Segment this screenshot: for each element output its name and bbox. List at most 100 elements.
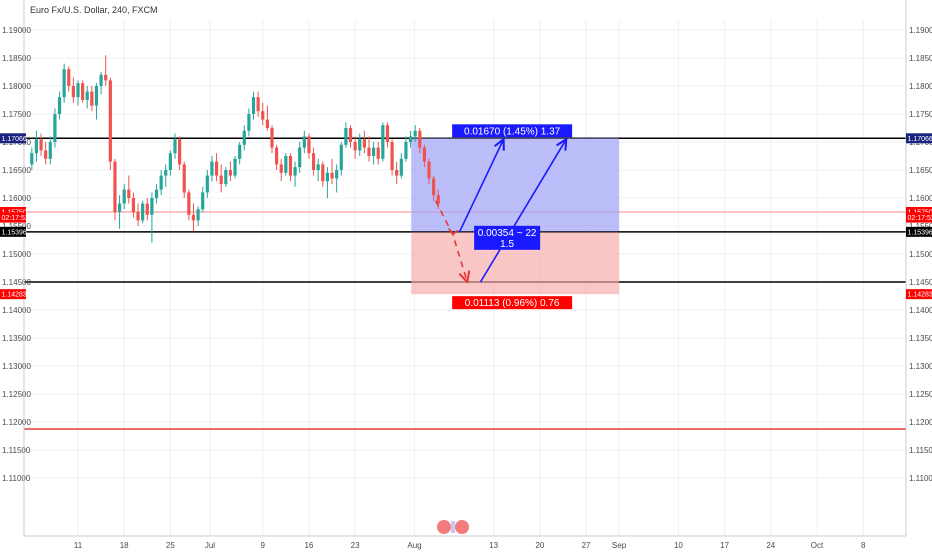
x-tick-label: 20 xyxy=(535,541,544,550)
candle-body xyxy=(233,159,236,176)
y-tick-label-left: 1.11000 xyxy=(2,474,31,483)
candle-body xyxy=(284,156,287,173)
x-tick-label: 27 xyxy=(582,541,591,550)
y-tick-label-left: 1.16500 xyxy=(2,166,31,175)
candle-body xyxy=(298,148,301,168)
candle-body xyxy=(196,209,199,220)
candle-body xyxy=(275,148,278,165)
candle-body xyxy=(229,170,232,176)
candle-body xyxy=(201,192,204,209)
candle-body xyxy=(136,212,139,220)
candle-body xyxy=(178,139,181,164)
candle-body xyxy=(390,142,393,170)
y-tick-label-right: 1.17500 xyxy=(909,110,932,119)
profit-label: 0.01670 (1.45%) 1.37 xyxy=(464,126,561,137)
candle-body xyxy=(132,198,135,212)
candle-body xyxy=(76,83,79,97)
candle-body xyxy=(432,178,435,195)
x-tick-label: 10 xyxy=(674,541,683,550)
candle-body xyxy=(210,162,213,176)
candle-body xyxy=(317,164,320,170)
candle-body xyxy=(39,139,42,150)
y-tick-label-left: 1.11500 xyxy=(2,446,31,455)
y-tick-label-left: 1.13000 xyxy=(2,362,31,371)
x-tick-label: 16 xyxy=(304,541,313,550)
candle-body xyxy=(118,204,121,212)
logo-mark-center xyxy=(451,521,455,533)
y-tick-label-right: 1.14500 xyxy=(909,278,932,287)
candle-body xyxy=(123,190,126,204)
y-tick-label-right: 1.12000 xyxy=(909,418,932,427)
candle-body xyxy=(400,159,403,176)
y-tick-label-left: 1.12000 xyxy=(2,418,31,427)
x-tick-label: 9 xyxy=(261,541,266,550)
candle-body xyxy=(155,190,158,198)
candle-body xyxy=(109,80,112,161)
candle-body xyxy=(160,176,163,190)
candle-body xyxy=(386,125,389,142)
y-tick-label-left: 1.14000 xyxy=(2,306,31,315)
candle-body xyxy=(35,139,38,153)
candle-body xyxy=(321,164,324,181)
candle-body xyxy=(81,83,84,100)
candle-body xyxy=(104,75,107,81)
candle-body xyxy=(127,190,130,198)
candle-body xyxy=(173,139,176,153)
ratio-label-line1: 0.00354 ~ 22 xyxy=(478,228,537,239)
logo-mark-left xyxy=(437,520,451,534)
loss-label: 0.01113 (0.96%) 0.76 xyxy=(465,298,560,309)
candle-body xyxy=(224,170,227,184)
candle-body xyxy=(303,136,306,147)
candle-body xyxy=(381,125,384,159)
candle-body xyxy=(404,142,407,159)
price-tag-text: 1.15396 xyxy=(2,229,27,236)
y-tick-label-left: 1.13500 xyxy=(2,334,31,343)
candle-body xyxy=(164,170,167,176)
candle-body xyxy=(58,97,61,114)
candle-body xyxy=(423,148,426,162)
x-tick-label: 17 xyxy=(720,541,729,550)
position-tool[interactable] xyxy=(411,138,619,294)
x-tick-label: 8 xyxy=(861,541,866,550)
candle-body xyxy=(335,170,338,178)
candle-body xyxy=(30,153,33,164)
candle-body xyxy=(150,198,153,215)
y-tick-label-right: 1.13000 xyxy=(909,362,932,371)
x-tick-label: 25 xyxy=(166,541,175,550)
countdown-tag-text: 02:17:52 xyxy=(2,215,29,222)
x-tick-label: Sep xyxy=(612,541,627,550)
candle-body xyxy=(280,164,283,172)
y-tick-label-left: 1.18000 xyxy=(2,82,31,91)
candle-body xyxy=(289,156,292,176)
candle-body xyxy=(367,148,370,156)
candle-body xyxy=(372,148,375,156)
y-tick-label-right: 1.11500 xyxy=(909,446,932,455)
candle-body xyxy=(90,92,93,106)
candle-body xyxy=(220,176,223,184)
candle-body xyxy=(67,69,70,86)
candle-body xyxy=(330,173,333,179)
countdown-tag-text: 02:17:52 xyxy=(908,215,932,222)
candle-body xyxy=(247,114,250,131)
y-tick-label-right: 1.13500 xyxy=(909,334,932,343)
price-tag-text: 1.15396 xyxy=(908,229,932,236)
candle-body xyxy=(358,139,361,150)
candle-body xyxy=(409,136,412,142)
y-tick-label-right: 1.18500 xyxy=(909,54,932,63)
y-tick-label-right: 1.15000 xyxy=(909,250,932,259)
ratio-label-line2: 1.5 xyxy=(500,239,514,250)
candle-body xyxy=(169,153,172,170)
candle-body xyxy=(206,176,209,193)
y-tick-label-right: 1.16000 xyxy=(909,194,932,203)
candle-body xyxy=(86,92,89,100)
y-tick-label-left: 1.15000 xyxy=(2,250,31,259)
candle-body xyxy=(427,162,430,179)
price-tag-text: 1.17066 xyxy=(908,136,932,143)
candle-body xyxy=(257,97,260,111)
candle-body xyxy=(95,86,98,106)
candle-body xyxy=(183,164,186,192)
candle-body xyxy=(326,173,329,181)
y-tick-label-right: 1.16500 xyxy=(909,166,932,175)
